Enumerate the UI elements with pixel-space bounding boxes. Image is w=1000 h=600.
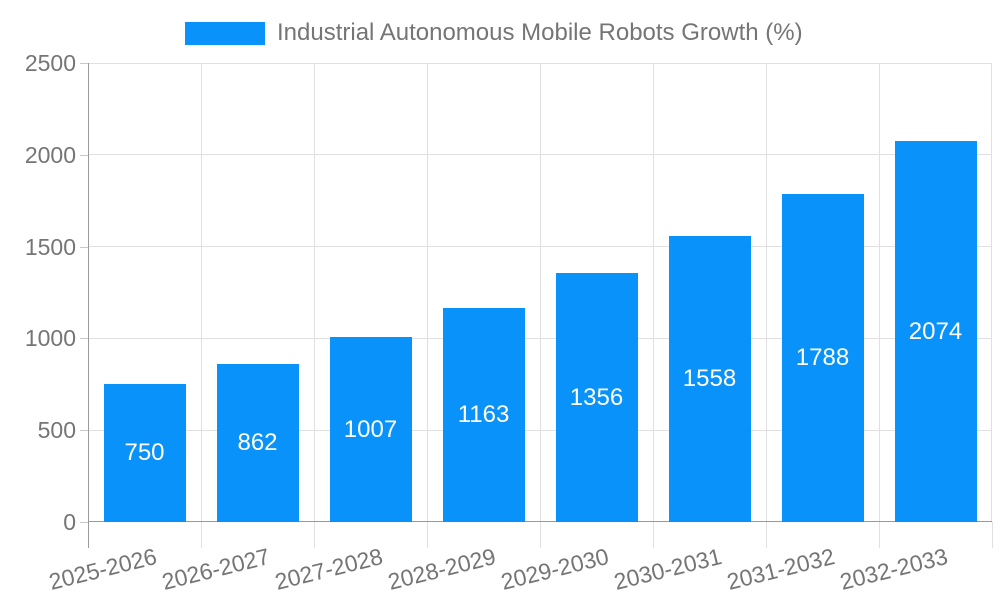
y-axis-tick-label: 0 xyxy=(63,509,76,535)
vertical-gridline xyxy=(879,63,880,522)
vertical-gridline xyxy=(540,63,541,522)
y-axis-tick-mark xyxy=(80,338,88,340)
x-axis-tick-mark xyxy=(540,522,541,548)
x-axis-tick-mark xyxy=(766,522,767,548)
x-axis-tick-mark xyxy=(201,522,202,548)
chart-legend: Industrial Autonomous Mobile Robots Grow… xyxy=(185,19,803,47)
x-axis-line xyxy=(88,521,992,522)
y-axis-tick-label: 500 xyxy=(37,417,76,444)
x-axis-tick-mark xyxy=(653,522,654,548)
bar: 1007 xyxy=(329,337,412,522)
x-axis-category-label: 2028-2029 xyxy=(384,543,498,595)
y-axis-tick-mark xyxy=(80,154,88,156)
y-axis-tick-label: 2500 xyxy=(24,50,76,76)
bar-value-label: 862 xyxy=(237,428,278,456)
bar-value-label: 1558 xyxy=(682,364,737,392)
bar: 1558 xyxy=(668,235,751,522)
x-axis-category-label: 2031-2032 xyxy=(723,543,837,595)
vertical-gridline xyxy=(314,63,315,522)
bar-value-label: 1788 xyxy=(795,343,850,371)
vertical-gridline xyxy=(653,63,654,522)
y-axis-tick-mark xyxy=(80,430,88,432)
bar: 862 xyxy=(216,363,299,522)
y-axis-tick-mark xyxy=(80,246,88,248)
vertical-gridline xyxy=(427,63,428,522)
bar-value-label: 1007 xyxy=(343,415,398,443)
bar-value-label: 2074 xyxy=(908,317,963,345)
bar: 750 xyxy=(103,384,186,522)
x-axis-tick-mark xyxy=(992,522,993,548)
bar: 2074 xyxy=(894,141,977,522)
x-axis-category-label: 2032-2033 xyxy=(836,543,950,595)
y-axis-tick-label: 2000 xyxy=(24,141,76,168)
y-axis-tick-mark xyxy=(80,522,88,523)
x-axis-tick-mark xyxy=(879,522,880,548)
y-axis-tick-mark xyxy=(80,63,88,64)
x-axis-category-label: 2029-2030 xyxy=(497,543,611,595)
plot-area: 750 862 1007 1163 1356 1558 1788 2074 xyxy=(88,63,992,522)
vertical-gridline xyxy=(201,63,202,522)
x-axis-tick-mark xyxy=(314,522,315,548)
vertical-gridline xyxy=(991,63,992,522)
x-axis-category-label: 2027-2028 xyxy=(271,543,385,595)
bar: 1356 xyxy=(555,273,638,522)
y-axis-tick-label: 1000 xyxy=(24,325,76,352)
bar: 1163 xyxy=(442,308,525,522)
bar-value-label: 750 xyxy=(124,439,165,467)
y-axis-line xyxy=(88,63,89,548)
x-axis-category-label: 2030-2031 xyxy=(610,543,724,595)
y-axis-tick-label: 1500 xyxy=(24,233,76,260)
bar: 1788 xyxy=(781,193,864,522)
bar-value-label: 1356 xyxy=(569,383,624,411)
x-axis-category-label: 2026-2027 xyxy=(158,543,272,595)
x-axis-category-label: 2025-2026 xyxy=(45,543,159,595)
vertical-gridline xyxy=(766,63,767,522)
x-axis-tick-mark xyxy=(427,522,428,548)
legend-swatch-icon xyxy=(185,21,265,45)
legend-label: Industrial Autonomous Mobile Robots Grow… xyxy=(277,19,803,46)
bar-value-label: 1163 xyxy=(457,401,510,429)
